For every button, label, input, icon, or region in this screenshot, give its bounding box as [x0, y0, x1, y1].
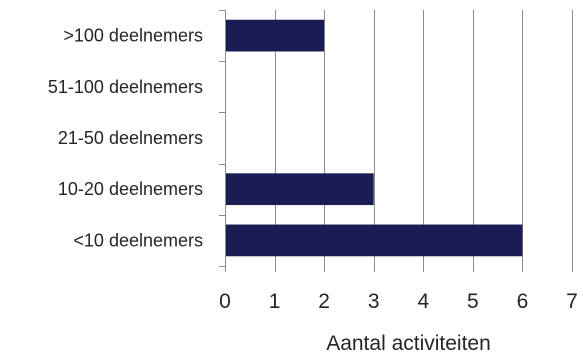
x-tick-label-5: 5	[467, 290, 479, 313]
bar-4	[225, 224, 523, 257]
axes	[219, 10, 573, 272]
category-label-4: <10 deelnemers	[73, 230, 203, 250]
bar-3	[225, 173, 374, 206]
x-axis-title: Aantal activiteiten	[326, 332, 491, 355]
category-label-2: 21-50 deelnemers	[58, 128, 203, 148]
x-tick-label-0: 0	[219, 290, 231, 313]
x-tick-label-3: 3	[368, 290, 380, 313]
category-label-3: 10-20 deelnemers	[58, 179, 203, 199]
bars	[225, 19, 523, 257]
gridlines	[275, 10, 573, 266]
x-tick-label-1: 1	[269, 290, 281, 313]
x-tick-label-6: 6	[517, 290, 529, 313]
x-tick-label-4: 4	[417, 290, 429, 313]
labels: >100 deelnemers 51-100 deelnemers 21-50 de…	[48, 26, 578, 355]
x-tick-label-7: 7	[566, 290, 578, 313]
x-tick-label-2: 2	[318, 290, 330, 313]
category-label-1: 51-100 deelnemers	[48, 77, 203, 97]
category-label-0: >100 deelnemers	[63, 26, 203, 46]
bar-0	[225, 19, 325, 52]
